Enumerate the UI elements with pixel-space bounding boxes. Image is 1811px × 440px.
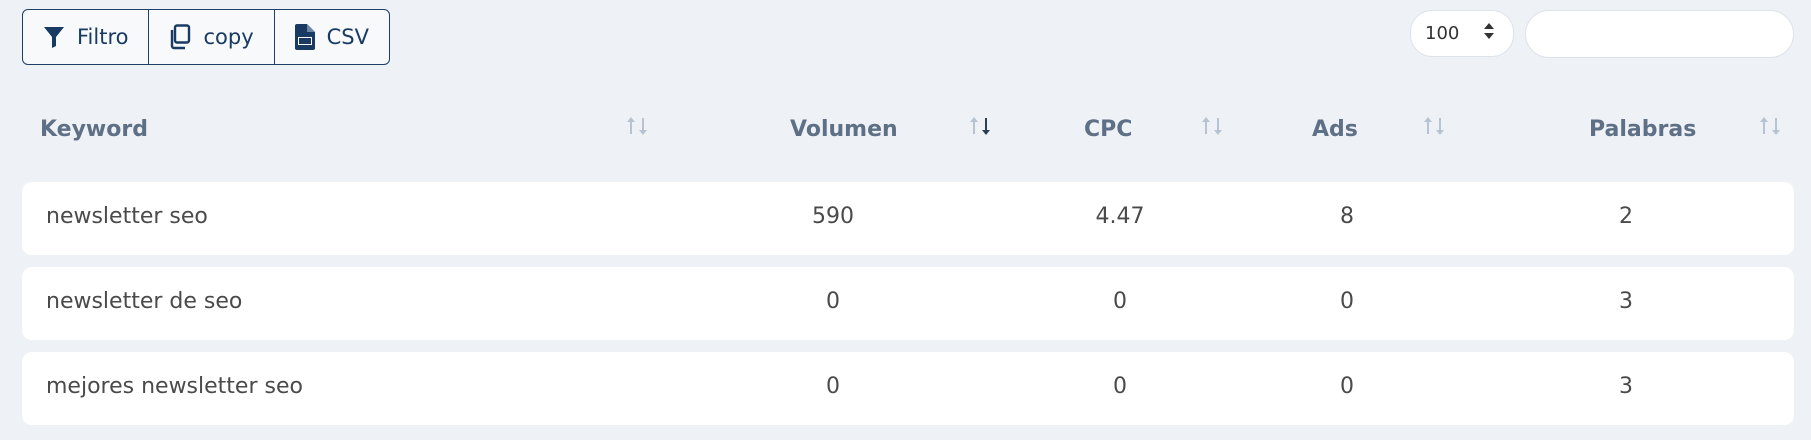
column-header-palabras[interactable]: Palabras (1474, 100, 1794, 160)
copy-icon (169, 24, 191, 50)
table-row: newsletter de seo 0 0 0 3 (22, 267, 1794, 340)
column-label-palabras: Palabras (1589, 117, 1697, 142)
cell-volumen: 590 (812, 204, 854, 229)
cell-keyword: newsletter de seo (46, 289, 243, 314)
sort-icon (1422, 116, 1446, 142)
sort-icon (1200, 116, 1224, 142)
sort-updown-icon (1483, 22, 1495, 45)
cell-ads: 0 (1340, 374, 1354, 399)
copy-button[interactable]: copy (149, 10, 275, 64)
filter-button[interactable]: Filtro (23, 10, 150, 64)
copy-button-label: copy (203, 25, 254, 49)
cell-cpc: 0 (1113, 374, 1127, 399)
column-label-ads: Ads (1312, 117, 1358, 142)
cell-palabras: 3 (1619, 289, 1633, 314)
filter-icon (43, 25, 65, 49)
column-label-volumen: Volumen (790, 117, 898, 142)
export-toolbar: Filtro copy CSV (22, 9, 390, 65)
column-label-cpc: CPC (1084, 117, 1133, 142)
cell-palabras: 2 (1619, 204, 1633, 229)
cell-keyword: mejores newsletter seo (46, 374, 303, 399)
table-row: mejores newsletter seo 0 0 0 3 (22, 352, 1794, 425)
column-header-keyword[interactable]: Keyword (22, 100, 672, 160)
sort-icon (1758, 116, 1782, 142)
column-header-volumen[interactable]: Volumen (672, 100, 1022, 160)
column-label-keyword: Keyword (40, 117, 148, 142)
page-length-select[interactable]: 100 (1410, 10, 1514, 57)
filter-button-label: Filtro (77, 25, 129, 49)
search-input[interactable] (1526, 11, 1793, 57)
cell-keyword: newsletter seo (46, 204, 208, 229)
column-header-ads[interactable]: Ads (1252, 100, 1474, 160)
csv-button-label: CSV (326, 25, 369, 49)
sort-icon (625, 116, 649, 142)
cell-cpc: 4.47 (1095, 204, 1145, 229)
csv-button[interactable]: CSV (275, 10, 389, 64)
cell-volumen: 0 (826, 374, 840, 399)
cell-cpc: 0 (1113, 289, 1127, 314)
cell-volumen: 0 (826, 289, 840, 314)
column-header-cpc[interactable]: CPC (1022, 100, 1252, 160)
search-field[interactable] (1525, 10, 1794, 58)
table-header: Keyword Volumen CPC Ads (22, 100, 1794, 160)
sort-descending-icon (968, 116, 992, 142)
table-row: newsletter seo 590 4.47 8 2 (22, 182, 1794, 255)
cell-ads: 8 (1340, 204, 1354, 229)
cell-ads: 0 (1340, 289, 1354, 314)
page-length-value: 100 (1425, 23, 1460, 44)
csv-file-icon (294, 24, 315, 50)
cell-palabras: 3 (1619, 374, 1633, 399)
